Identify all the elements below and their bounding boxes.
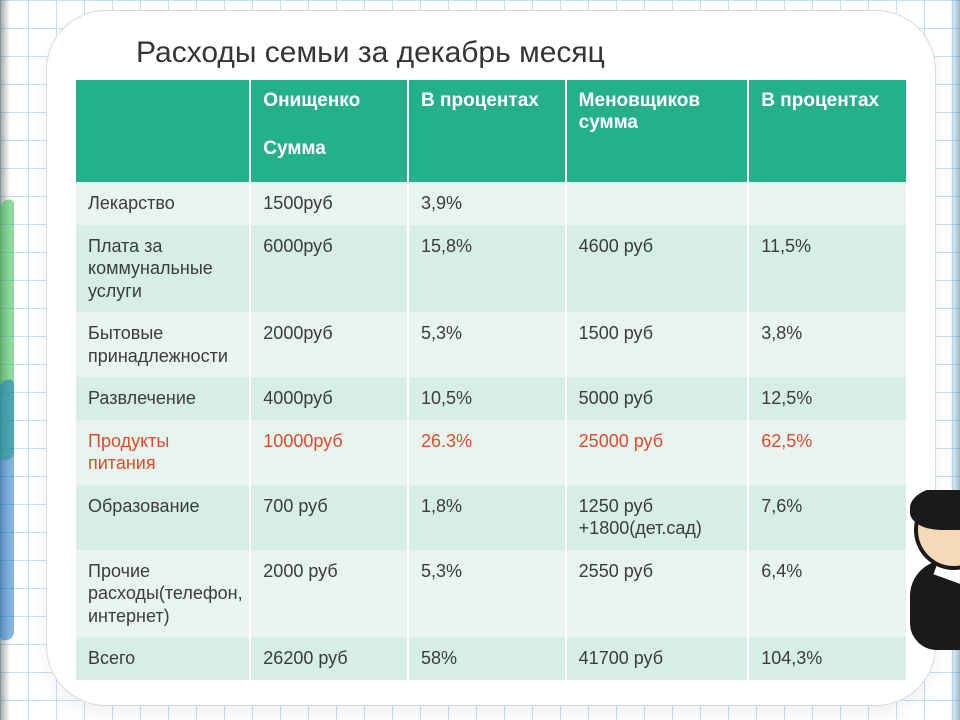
table-row: Лекарство1500руб3,9% [76,182,906,225]
table-cell: 10000руб [250,420,408,485]
table-cell: Продукты питания [76,420,250,485]
slide-card: Расходы семьи за декабрь месяц Онищенко … [46,10,936,706]
table-cell: 5,3% [408,312,566,377]
table-row: Продукты питания10000руб26.3%25000 руб62… [76,420,906,485]
th-top: В процентах [761,90,879,111]
edge-shadow-right [950,0,960,720]
table-cell: 58% [408,637,566,680]
table-cell: 6000руб [250,225,408,313]
th-category [76,80,250,182]
table-row: Бытовые принадлежности2000руб5,3%1500 ру… [76,312,906,377]
page-title: Расходы семьи за декабрь месяц [76,36,906,80]
table-cell: Всего [76,637,250,680]
table-cell: 5000 руб [566,377,749,420]
table-cell: 6,4% [748,550,906,638]
th-sub: Сумма [263,138,395,160]
table-header: Онищенко Сумма В процентах Меновщиков су… [76,80,906,182]
table-cell: 3,9% [408,182,566,225]
th-sum1: Онищенко Сумма [250,80,408,182]
table-cell: Лекарство [76,182,250,225]
table-cell: 2000руб [250,312,408,377]
table-cell: 62,5% [748,420,906,485]
marker-stroke-blue [0,378,14,642]
table-cell: 10,5% [408,377,566,420]
table-cell: 1,8% [408,485,566,550]
table-cell: 41700 руб [566,637,749,680]
th-pct2: В процентах [748,80,906,182]
table-cell: 700 руб [250,485,408,550]
table-cell: 2000 руб [250,550,408,638]
th-pct1: В процентах [408,80,566,182]
table-cell: Бытовые принадлежности [76,312,250,377]
table-row: Образование700 руб1,8%1250 руб +1800(дет… [76,485,906,550]
table-row: Прочие расходы(телефон, интернет)2000 ру… [76,550,906,638]
table-cell: 4600 руб [566,225,749,313]
th-top: Меновщиков сумма [579,90,700,133]
table-cell: 12,5% [748,377,906,420]
table-cell: Образование [76,485,250,550]
table-cell: Развлечение [76,377,250,420]
table-cell: Прочие расходы(телефон, интернет) [76,550,250,638]
expenses-table: Онищенко Сумма В процентах Меновщиков су… [76,80,906,680]
table-cell: 5,3% [408,550,566,638]
table-row: Плата за коммунальные услуги6000руб15,8%… [76,225,906,313]
table-cell: 2550 руб [566,550,749,638]
table-cell: 26200 руб [250,637,408,680]
table-cell: 1500 руб [566,312,749,377]
table-cell: 1500руб [250,182,408,225]
table-cell: 25000 руб [566,420,749,485]
table-cell: 1250 руб +1800(дет.сад) [566,485,749,550]
table-cell [566,182,749,225]
table-cell: 7,6% [748,485,906,550]
table-body: Лекарство1500руб3,9%Плата за коммунальны… [76,182,906,680]
table-cell: Плата за коммунальные услуги [76,225,250,313]
table-cell: 3,8% [748,312,906,377]
th-top: В процентах [421,90,539,111]
th-top: Онищенко [263,90,360,111]
table-cell: 26.3% [408,420,566,485]
table-row: Всего26200 руб58%41700 руб104,3% [76,637,906,680]
table-cell: 11,5% [748,225,906,313]
table-cell [748,182,906,225]
th-sum2: Меновщиков сумма [566,80,749,182]
table-cell: 15,8% [408,225,566,313]
table-cell: 4000руб [250,377,408,420]
table-cell: 104,3% [748,637,906,680]
table-row: Развлечение4000руб10,5%5000 руб12,5% [76,377,906,420]
